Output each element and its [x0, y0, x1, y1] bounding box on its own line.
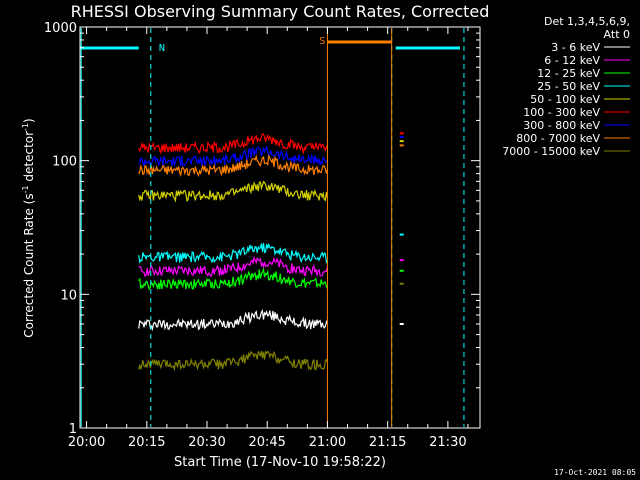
y-axis-label-sup2: -1: [21, 123, 30, 131]
legend-label-1: 6 - 12 keV: [544, 54, 600, 67]
legend-label-0: 3 - 6 keV: [551, 41, 600, 54]
series-trace-3: [138, 242, 328, 264]
series-trace-0: [138, 308, 328, 332]
plot-frame: [79, 26, 481, 429]
x-axis-label: Start Time (17-Nov-10 19:58:22): [174, 455, 386, 470]
series-trace-4: [138, 180, 328, 203]
x-tick-label-1: 20:15: [128, 435, 165, 450]
x-tick-label-4: 21:00: [309, 435, 346, 450]
x-tick-label-3: 20:45: [248, 435, 285, 450]
y-axis-label-mid: detector: [22, 131, 36, 186]
series-trace-5: [138, 132, 328, 155]
y-axis-label: Corrected Count Rate (s-1 detector-1): [21, 118, 36, 337]
x-tick-label-0: 20:00: [68, 435, 105, 450]
y-tick-label-2: 100: [52, 155, 77, 170]
legend-label-2: 12 - 25 keV: [537, 67, 600, 80]
legend-label-8: 7000 - 15000 keV: [502, 145, 600, 158]
y-axis-label-main: Corrected Count Rate (s: [22, 193, 36, 337]
y-axis-label-sup1: -1: [21, 185, 30, 193]
legend-header-attenuator: Att 0: [604, 28, 630, 41]
y-tick-label-3: 1000: [44, 21, 77, 36]
series-trace-8: [138, 350, 328, 372]
series-trace-1: [138, 255, 328, 278]
legend-label-6: 300 - 800 keV: [523, 119, 600, 132]
y-tick-label-1: 10: [60, 288, 77, 303]
y-axis-label-end: ): [22, 118, 36, 123]
x-axis: 20:00 20:15 20:30 20:45 21:00 21:15 21:30: [68, 27, 469, 450]
data-layer: [138, 132, 404, 372]
chart-title: RHESSI Observing Summary Count Rates, Co…: [71, 2, 490, 21]
y-axis: 1 10 100 1000: [44, 21, 480, 437]
x-tick-label-6: 21:30: [429, 435, 466, 450]
marker-layer: NS: [80, 28, 465, 427]
legend-label-7: 800 - 7000 keV: [516, 132, 600, 145]
generation-timestamp: 17-Oct-2021 08:05: [554, 468, 636, 477]
series-trace-6: [138, 145, 328, 168]
y-tick-label-0: 1: [69, 422, 77, 437]
x-tick-label-2: 20:30: [188, 435, 225, 450]
x-tick-label-5: 21:15: [369, 435, 406, 450]
legend-label-3: 25 - 50 keV: [537, 80, 600, 93]
legend-label-4: 50 - 100 keV: [530, 93, 600, 106]
night-marker-label: N: [159, 43, 165, 54]
legend-label-5: 100 - 300 keV: [523, 106, 600, 119]
series-trace-7: [138, 153, 328, 178]
legend-header-detectors: Det 1,3,4,5,6,9,: [544, 15, 630, 28]
saa-marker-label: S: [319, 36, 325, 47]
series-trace-2: [138, 267, 328, 291]
